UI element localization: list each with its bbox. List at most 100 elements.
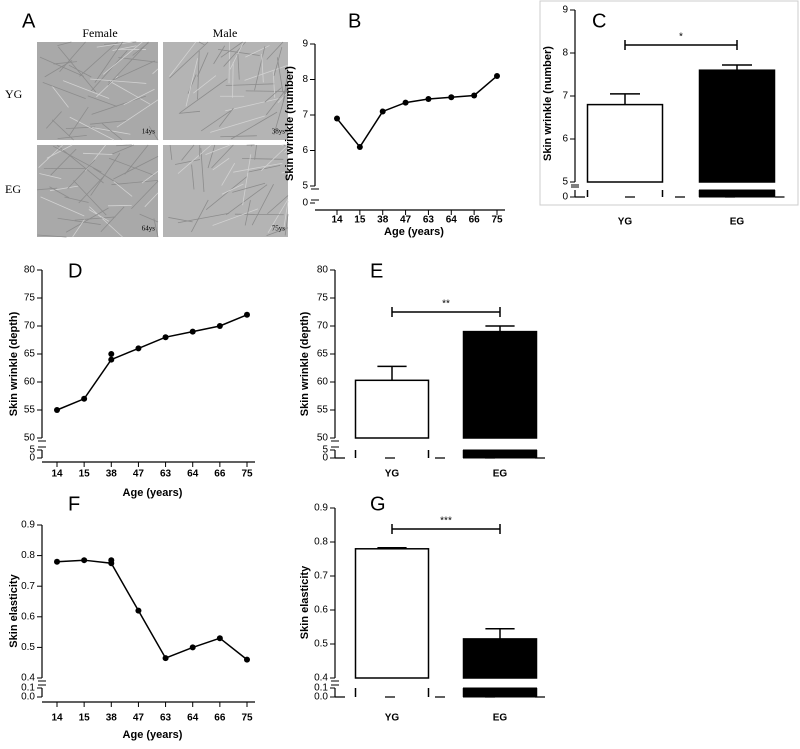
y-tick-label: 0.6 (21, 611, 35, 622)
x-tick-label: 15 (354, 215, 366, 226)
bar (588, 190, 663, 197)
y-tick-label: 0 (302, 198, 308, 209)
y-tick-label: 65 (24, 349, 36, 360)
marker (163, 655, 169, 661)
bar (700, 190, 775, 197)
y-tick-label: 70 (317, 321, 329, 332)
bar (356, 549, 429, 678)
x-tick-label: EG (493, 469, 508, 480)
marker (244, 657, 250, 663)
marker (108, 351, 114, 357)
y-tick-label: 0.4 (314, 673, 328, 684)
y-tick-label: 50 (24, 433, 36, 444)
y-tick-label: 0.5 (21, 642, 35, 653)
column-label: Male (213, 26, 238, 40)
x-tick-label: 66 (214, 713, 226, 724)
y-tick-label: 70 (24, 321, 36, 332)
marker (244, 312, 250, 318)
panel-label: F (68, 493, 80, 515)
bar (464, 332, 537, 438)
y-tick-label: 7 (302, 110, 308, 121)
x-tick-label: 75 (241, 469, 253, 480)
y-tick-label: 0.4 (21, 673, 35, 684)
significance-label: ** (442, 299, 450, 310)
x-tick-label: 15 (79, 713, 91, 724)
y-tick-label: 80 (317, 265, 329, 276)
x-axis-label: Age (years) (123, 487, 183, 499)
y-tick-label: 8 (562, 48, 568, 59)
y-tick-label: 0.9 (314, 503, 328, 514)
x-tick-label: 63 (423, 215, 435, 226)
y-tick-label: 75 (24, 293, 36, 304)
line (337, 76, 497, 147)
x-tick-label: 66 (469, 215, 481, 226)
marker (380, 108, 386, 114)
y-tick-label: 0.8 (21, 550, 35, 561)
x-tick-label: 66 (214, 469, 226, 480)
y-axis-label: Skin elasticity (299, 565, 311, 639)
bar (356, 450, 429, 458)
marker (403, 100, 409, 106)
y-tick-label: 65 (317, 349, 329, 360)
marker (135, 608, 141, 614)
panel-label: B (348, 10, 361, 32)
line (57, 560, 247, 659)
y-tick-label: 5 (302, 181, 308, 192)
x-tick-label: 14 (51, 469, 63, 480)
bar (588, 105, 663, 182)
y-tick-label: 6 (302, 145, 308, 156)
x-tick-label: 38 (106, 713, 118, 724)
x-axis-label: Age (years) (123, 729, 183, 741)
y-tick-label: 0.5 (314, 639, 328, 650)
y-tick-label: 60 (24, 377, 36, 388)
y-tick-label: 0.8 (314, 537, 328, 548)
x-tick-label: 14 (331, 215, 343, 226)
x-tick-label: EG (730, 217, 745, 228)
skin-image (37, 42, 158, 140)
y-tick-label: 55 (317, 405, 329, 416)
x-tick-label: 15 (79, 469, 91, 480)
skin-image (37, 145, 158, 237)
y-tick-label: 0.1 (314, 683, 328, 694)
age-label: 14ys (142, 128, 156, 136)
bar (464, 450, 537, 458)
y-tick-label: 0.6 (314, 605, 328, 616)
y-tick-label: 0 (562, 192, 568, 203)
x-tick-label: 64 (187, 469, 199, 480)
marker (81, 557, 87, 563)
y-tick-label: 9 (302, 39, 308, 50)
marker (217, 323, 223, 329)
y-tick-label: 8 (302, 74, 308, 85)
y-tick-label: 0.7 (314, 571, 328, 582)
marker (217, 635, 223, 641)
x-tick-label: 47 (400, 215, 412, 226)
y-tick-label: 5 (562, 177, 568, 188)
panel-label: A (22, 10, 36, 32)
marker (54, 407, 60, 413)
bar (700, 70, 775, 182)
y-tick-label: 6 (562, 134, 568, 145)
x-tick-label: YG (385, 469, 400, 480)
x-tick-label: 75 (491, 215, 503, 226)
x-tick-label: 47 (133, 713, 145, 724)
x-tick-label: EG (493, 713, 508, 724)
bar (356, 688, 429, 697)
y-tick-label: 75 (317, 293, 329, 304)
marker (334, 116, 340, 122)
panel-label: E (370, 260, 383, 282)
bar (356, 380, 429, 438)
bar (464, 639, 537, 678)
y-axis-label: Skin elasticity (8, 573, 20, 647)
y-axis-label: Skin wrinkle (depth) (299, 311, 311, 416)
y-tick-label: 0.1 (21, 683, 35, 694)
x-tick-label: 47 (133, 469, 145, 480)
panel-label: D (68, 260, 82, 282)
panel-label: G (370, 493, 386, 515)
x-tick-label: 64 (187, 713, 199, 724)
marker (163, 334, 169, 340)
row-label: YG (5, 87, 23, 101)
y-tick-label: 50 (317, 433, 329, 444)
x-tick-label: 75 (241, 713, 253, 724)
